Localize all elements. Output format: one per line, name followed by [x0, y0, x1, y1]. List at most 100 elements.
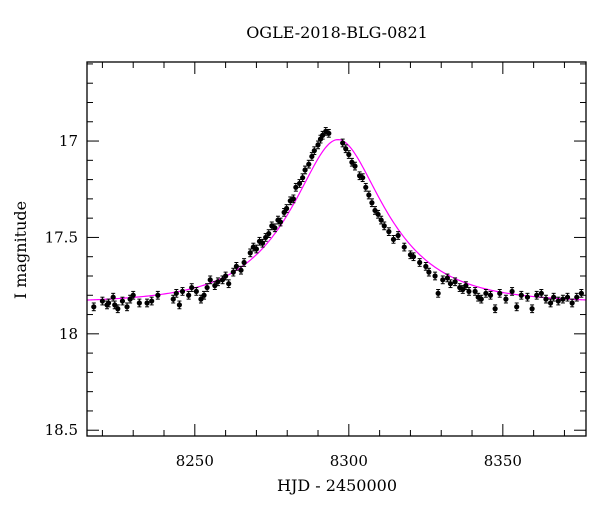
data-point — [457, 283, 463, 292]
data-marker — [198, 296, 204, 302]
data-point — [124, 302, 130, 312]
data-point — [284, 204, 290, 213]
data-point — [315, 140, 321, 150]
data-marker — [315, 142, 321, 148]
data-marker — [378, 217, 384, 223]
axis-ticks — [87, 62, 586, 436]
data-marker — [253, 246, 260, 252]
data-marker — [189, 284, 195, 291]
data-marker — [290, 196, 296, 202]
data-marker — [349, 159, 355, 165]
data-point — [201, 290, 207, 300]
data-point — [215, 277, 221, 287]
data-marker — [149, 298, 155, 304]
data-marker — [309, 153, 315, 160]
data-marker — [326, 130, 332, 136]
data-point — [529, 304, 535, 314]
data-marker — [112, 302, 118, 308]
data-point — [375, 209, 381, 219]
data-point — [340, 138, 346, 148]
data-point — [99, 296, 106, 306]
x-axis-label: HJD - 2450000 — [277, 476, 397, 495]
data-marker — [219, 277, 226, 283]
data-point — [241, 258, 247, 267]
data-marker — [543, 296, 549, 302]
data-marker — [509, 288, 515, 295]
data-point — [390, 235, 397, 244]
data-marker — [574, 294, 580, 300]
data-point — [569, 298, 575, 308]
data-marker — [179, 288, 186, 295]
data-marker — [296, 180, 303, 187]
data-point — [483, 288, 489, 298]
data-marker — [360, 175, 366, 181]
data-point — [492, 304, 498, 314]
data-point — [173, 288, 179, 298]
data-point — [435, 288, 441, 298]
data-point — [423, 261, 429, 271]
data-marker — [320, 132, 326, 138]
data-point — [259, 238, 266, 248]
data-point — [170, 294, 176, 304]
data-marker — [176, 302, 183, 308]
data-marker — [247, 250, 253, 256]
data-point — [381, 221, 387, 231]
data-marker — [130, 292, 136, 298]
data-marker — [363, 184, 369, 190]
data-marker — [201, 292, 207, 298]
x-tick-label: 8300 — [330, 452, 368, 470]
data-point — [547, 298, 554, 308]
data-point — [176, 300, 183, 310]
y-tick-label: 18.5 — [45, 421, 78, 439]
data-marker — [569, 300, 575, 306]
data-point — [466, 287, 472, 296]
data-marker — [263, 234, 269, 241]
data-point — [212, 281, 218, 290]
data-point — [230, 267, 236, 277]
data-marker — [372, 207, 378, 214]
data-point — [207, 275, 213, 285]
data-marker — [259, 240, 266, 246]
data-marker — [300, 175, 306, 181]
data-marker — [317, 136, 324, 142]
data-point — [524, 292, 531, 302]
data-marker — [193, 288, 199, 295]
data-point — [219, 275, 226, 285]
data-point — [343, 144, 349, 154]
data-point — [472, 287, 478, 296]
data-point — [253, 244, 260, 254]
data-marker — [99, 298, 106, 304]
data-point — [115, 304, 121, 314]
data-point — [534, 290, 540, 300]
data-point — [263, 233, 269, 242]
data-point — [555, 296, 561, 306]
data-point — [503, 294, 509, 304]
data-point — [119, 296, 126, 306]
data-point — [130, 290, 136, 300]
data-point — [179, 287, 186, 296]
data-point — [369, 198, 375, 208]
data-marker — [366, 192, 372, 198]
data-point — [290, 194, 296, 204]
data-marker — [466, 288, 472, 295]
data-marker — [352, 163, 358, 169]
data-point — [560, 294, 566, 304]
data-point — [452, 277, 458, 287]
data-point — [518, 290, 524, 300]
data-marker — [173, 290, 179, 296]
data-point — [366, 190, 372, 200]
data-point — [193, 287, 199, 296]
data-marker — [144, 300, 150, 306]
data-point — [426, 267, 432, 277]
data-marker — [447, 281, 454, 287]
y-tick-label: 17.5 — [45, 228, 78, 246]
data-point — [487, 290, 494, 300]
data-point — [463, 281, 469, 290]
data-marker — [432, 273, 438, 279]
data-marker — [401, 244, 407, 250]
data-point — [514, 302, 520, 312]
data-point — [386, 227, 392, 237]
data-point — [233, 261, 239, 271]
data-point — [144, 298, 150, 308]
data-marker — [230, 269, 236, 275]
